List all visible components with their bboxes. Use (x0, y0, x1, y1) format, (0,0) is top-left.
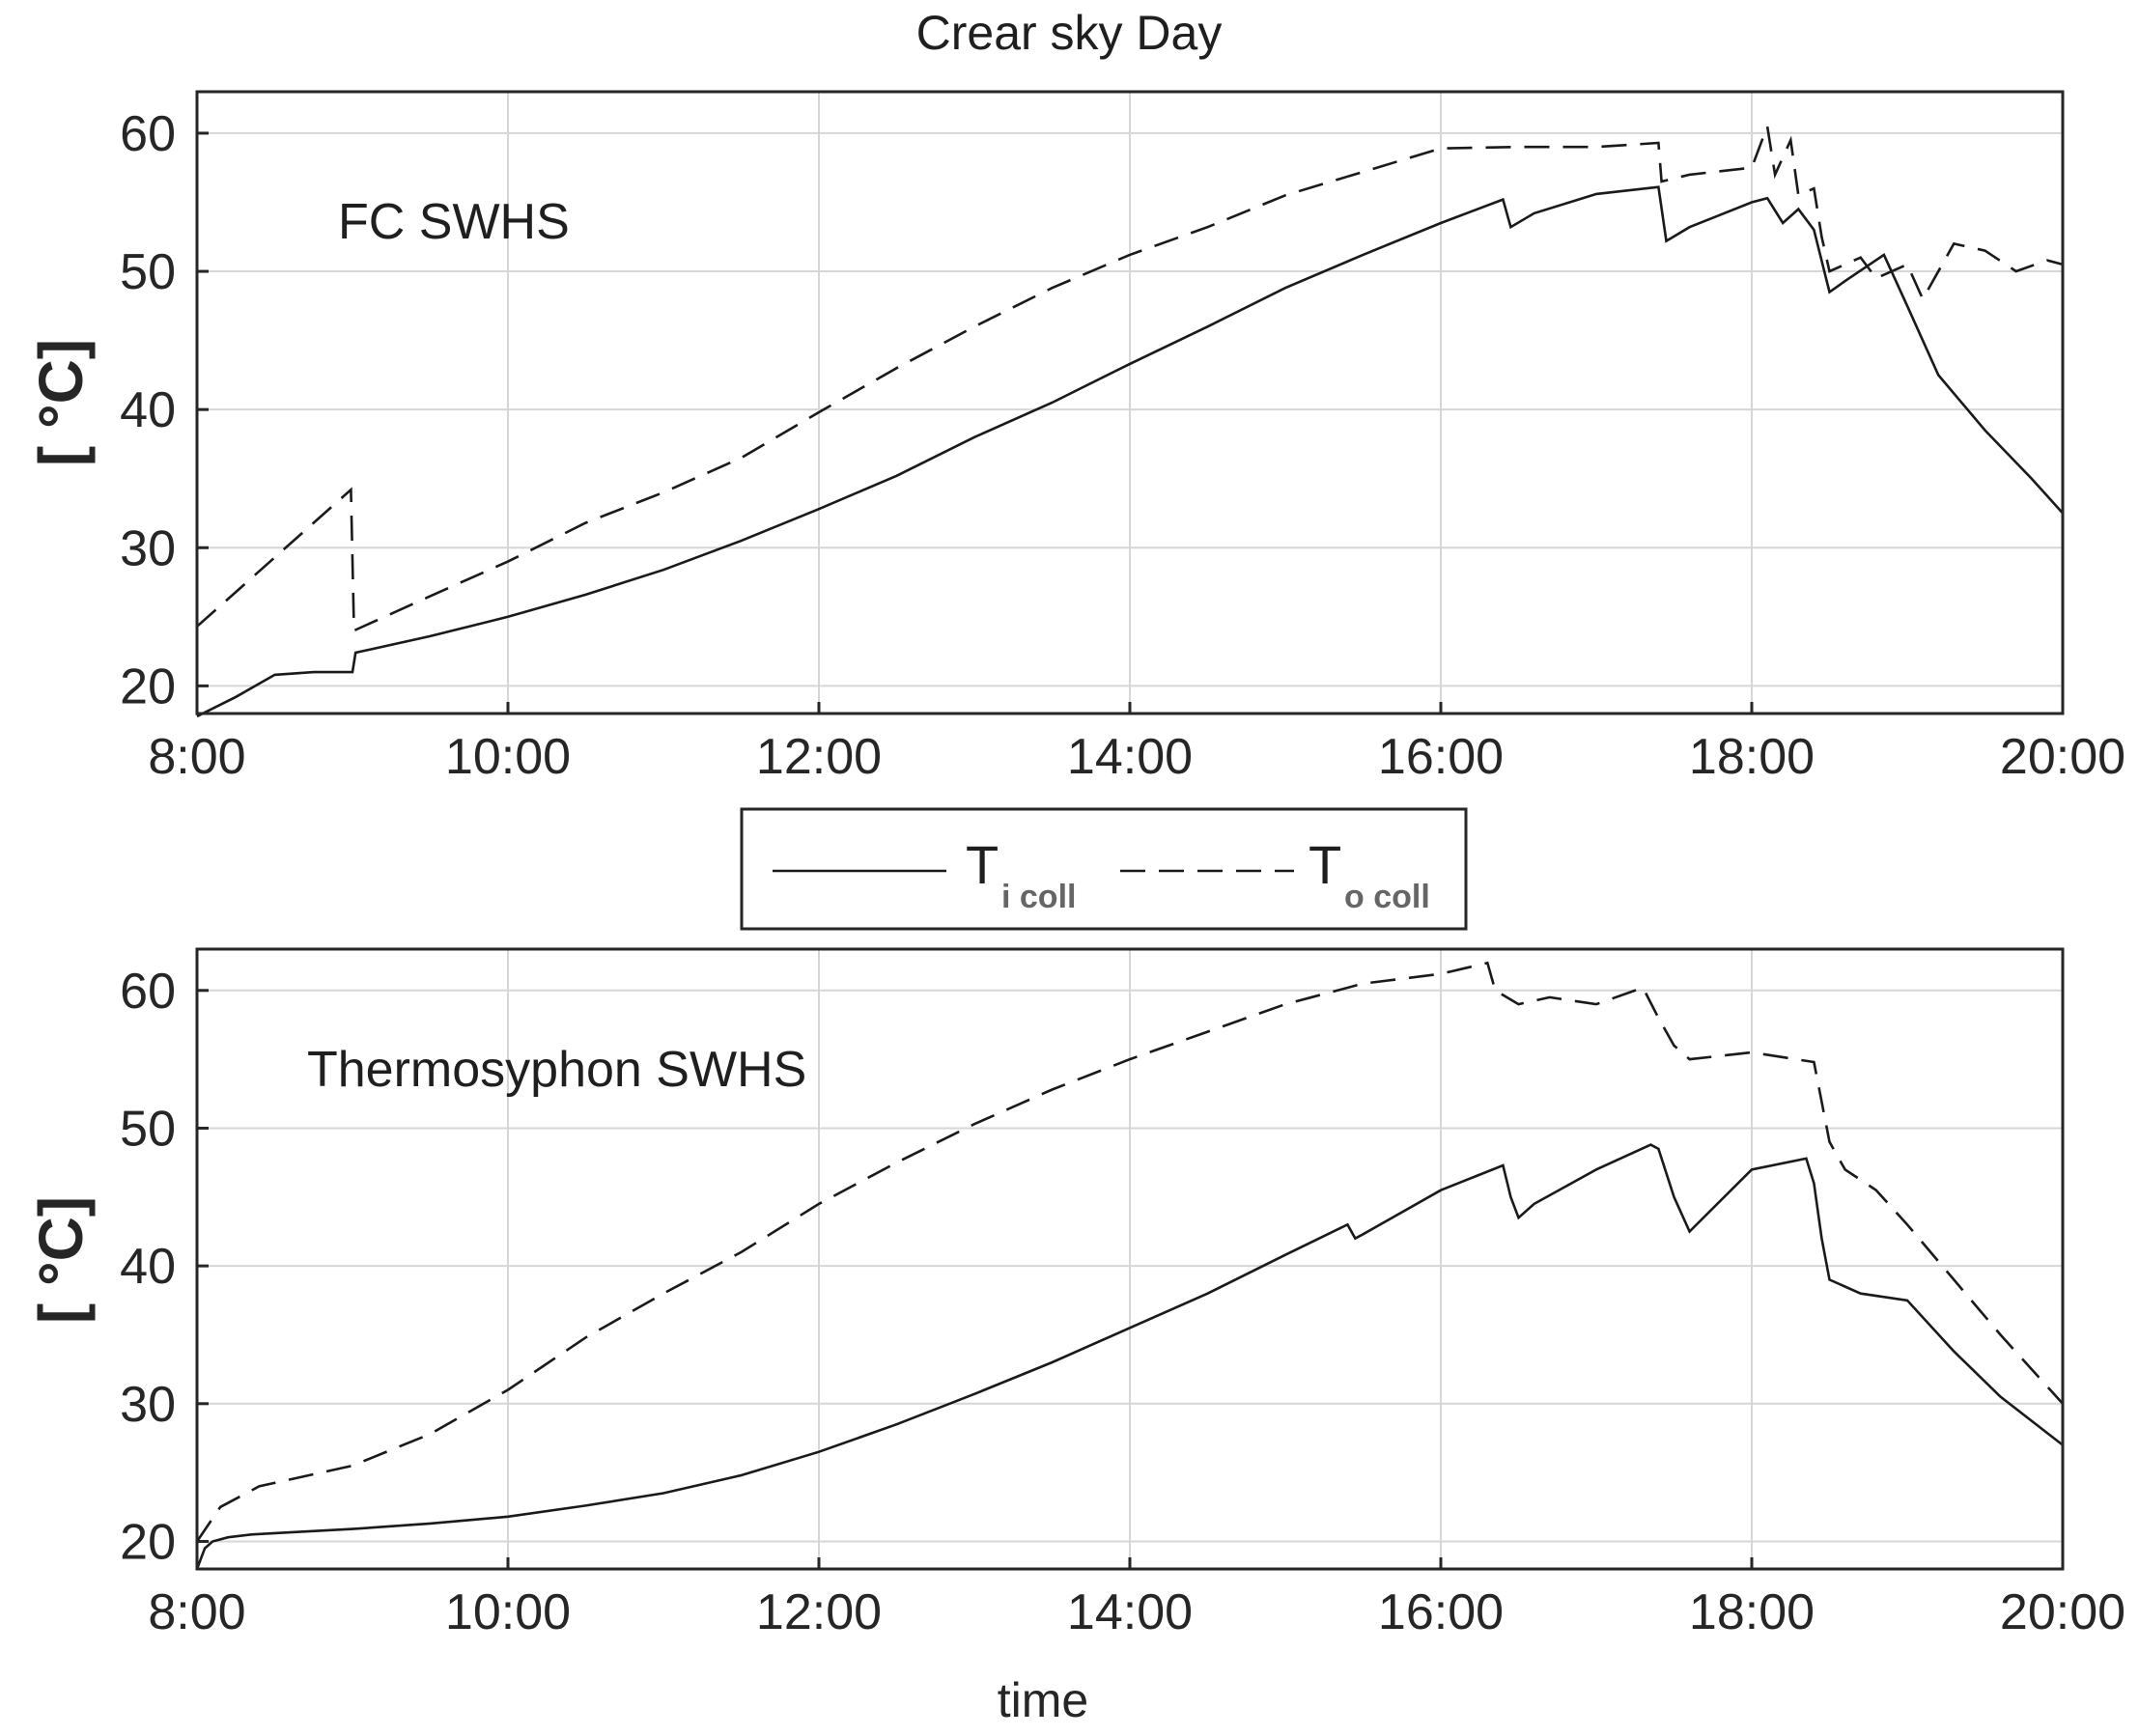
x-tick-label: 14:00 (1067, 729, 1193, 785)
x-tick-label: 20:00 (2000, 1584, 2125, 1640)
top-grid (195, 92, 2065, 714)
series-line-t-o-coll (195, 961, 2064, 1543)
legend-entry-1-sub: i coll (1001, 879, 1076, 915)
bottom-panel: 8:00 10:00 12:00 14:00 16:00 18:00 20:00 20 30 4… (26, 947, 2125, 1727)
y-tick-label: 60 (120, 964, 176, 1020)
x-tick-label: 10:00 (445, 729, 571, 785)
bottom-panel-annotation: Thermosyphon SWHS (307, 1042, 806, 1098)
legend: T i coll T o coll (740, 807, 1468, 931)
legend-entry-1-main: T (966, 834, 999, 895)
x-axis-label: time (998, 1673, 1088, 1727)
x-tick-label: 10:00 (445, 1584, 571, 1640)
bottom-series (195, 961, 2064, 1570)
x-tick-label: 8:00 (148, 1584, 245, 1640)
x-tick-label: 14:00 (1067, 1584, 1193, 1640)
top-y-axis-label: [ °C] (26, 339, 96, 466)
x-tick-label: 12:00 (756, 1584, 882, 1640)
top-panel: 8:00 10:00 12:00 14:00 16:00 18:00 20:00 20 30 4… (26, 90, 2125, 785)
x-tick-label: 20:00 (2000, 729, 2125, 785)
y-tick-label: 40 (120, 382, 176, 438)
bottom-y-tick-labels: 20 30 40 50 60 (120, 964, 176, 1571)
x-tick-label: 18:00 (1689, 729, 1815, 785)
legend-box (740, 807, 1468, 931)
x-tick-label: 12:00 (756, 729, 882, 785)
x-tick-label: 18:00 (1689, 1584, 1815, 1640)
x-tick-label: 8:00 (148, 729, 245, 785)
series-line-t-i-coll (196, 185, 2064, 718)
figure-title: Crear sky Day (916, 6, 1223, 60)
series-line-t-o-coll (196, 121, 2064, 633)
top-axes-frame (195, 90, 2065, 715)
legend-entry-2-main: T (1309, 834, 1341, 895)
y-tick-label: 20 (120, 1514, 176, 1570)
y-tick-label: 50 (120, 244, 176, 300)
series-line-t-i-coll (195, 1143, 2064, 1570)
y-tick-label: 40 (120, 1239, 176, 1295)
bottom-y-axis-label: [ °C] (26, 1196, 96, 1324)
y-tick-label: 30 (120, 1377, 176, 1433)
bottom-axes-frame (195, 947, 2065, 1571)
y-tick-label: 60 (120, 106, 176, 162)
bottom-x-tick-labels: 8:00 10:00 12:00 14:00 16:00 18:00 20:00 (148, 1584, 2125, 1640)
y-tick-label: 20 (120, 658, 176, 714)
x-tick-label: 16:00 (1378, 729, 1504, 785)
top-series (196, 121, 2064, 718)
top-x-tick-labels: 8:00 10:00 12:00 14:00 16:00 18:00 20:00 (148, 729, 2125, 785)
top-panel-annotation: FC SWHS (338, 194, 570, 250)
y-tick-label: 30 (120, 520, 176, 576)
top-y-tick-labels: 20 30 40 50 60 (120, 106, 176, 714)
x-tick-label: 16:00 (1378, 1584, 1504, 1640)
y-tick-label: 50 (120, 1101, 176, 1157)
legend-entry-2-sub: o coll (1344, 879, 1430, 915)
